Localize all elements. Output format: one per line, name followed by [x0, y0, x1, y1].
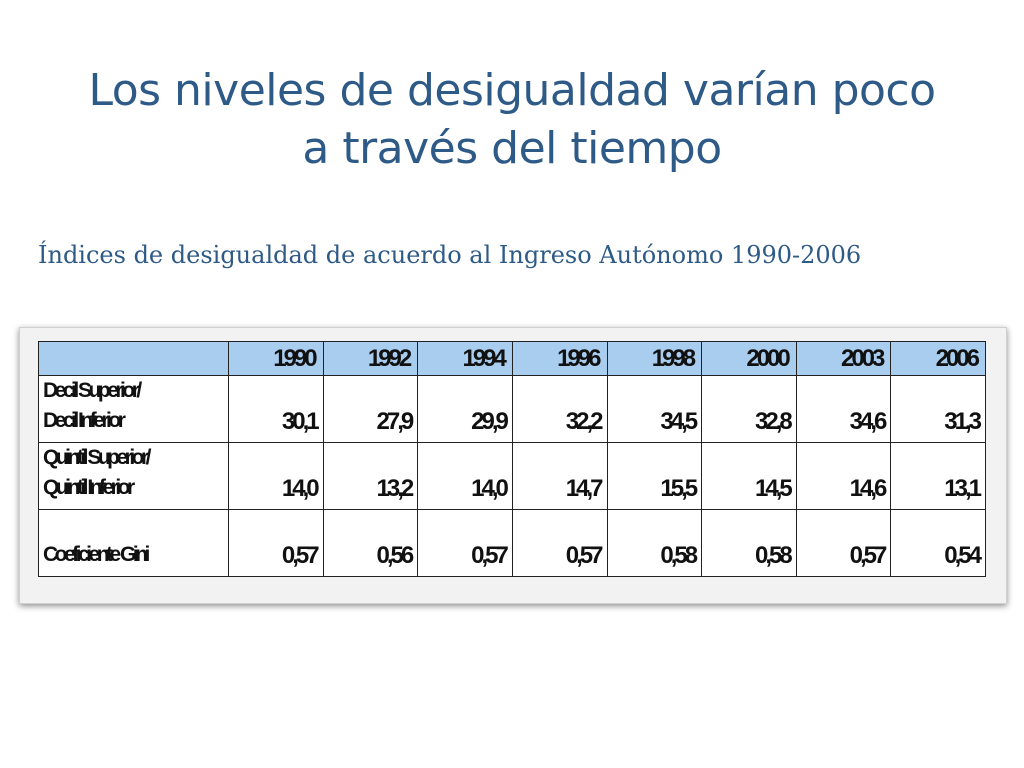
table-cell: 13,1 — [890, 442, 986, 510]
header-year-1992: 1992 — [322, 341, 419, 376]
table-cell: 15,5 — [606, 442, 703, 510]
row-label-quintil-line-2: Quintil Inferior — [43, 476, 135, 499]
slide-subtitle: Índices de desigualdad de acuerdo al Ing… — [38, 241, 862, 269]
slide-title: Los niveles de desigualdad varían poco a… — [0, 62, 1024, 178]
row-label-decil: Decil Superior/ Decil Inferior — [38, 375, 229, 443]
header-year-1994: 1994 — [417, 341, 513, 376]
table-cell: 14,0 — [228, 442, 324, 510]
table-cell: 29,9 — [417, 375, 513, 443]
slide-title-line-1: Los niveles de desigualdad varían poco — [88, 65, 936, 116]
table-row-gini: Coeficiente Gini 0,57 0,56 0,57 0,57 0,5… — [38, 509, 986, 577]
table-cell: 0,58 — [606, 509, 703, 577]
table-cell: 0,57 — [228, 509, 324, 577]
header-year-1998: 1998 — [606, 341, 703, 376]
table-cell: 32,2 — [511, 375, 608, 443]
row-label-gini: Coeficiente Gini — [38, 509, 229, 577]
table-cell: 0,57 — [417, 509, 513, 577]
table-cell: 0,54 — [890, 509, 986, 577]
slide-title-line-2: a través del tiempo — [302, 123, 722, 174]
table-row-decil: Decil Superior/ Decil Inferior 30,1 27,9… — [38, 375, 986, 443]
table-cell: 31,3 — [890, 375, 986, 443]
table-cell: 34,6 — [795, 375, 892, 443]
table-cell: 13,2 — [322, 442, 419, 510]
inequality-table: 1990 1992 1994 1996 1998 2000 2003 2006 … — [38, 341, 986, 577]
table-cell: 27,9 — [322, 375, 419, 443]
row-label-decil-line-1: Decil Superior/ — [43, 379, 142, 402]
header-year-2006: 2006 — [890, 341, 986, 376]
table-cell: 0,56 — [322, 509, 419, 577]
table-header-row: 1990 1992 1994 1996 1998 2000 2003 2006 — [38, 341, 986, 376]
row-label-gini-line-2: Coeficiente Gini — [43, 543, 150, 566]
table-cell: 32,8 — [701, 375, 797, 443]
table-cell: 34,5 — [606, 375, 703, 443]
table-cell: 30,1 — [228, 375, 324, 443]
row-label-quintil: Quintil Superior/ Quintil Inferior — [38, 442, 229, 510]
table-cell: 0,57 — [795, 509, 892, 577]
table-cell: 14,7 — [511, 442, 608, 510]
table-cell: 14,0 — [417, 442, 513, 510]
table-row-quintil: Quintil Superior/ Quintil Inferior 14,0 … — [38, 442, 986, 510]
table-image-frame: 1990 1992 1994 1996 1998 2000 2003 2006 … — [19, 327, 1007, 604]
table-cell: 14,5 — [701, 442, 797, 510]
header-year-2000: 2000 — [701, 341, 797, 376]
header-corner-cell — [38, 341, 229, 376]
header-year-2003: 2003 — [795, 341, 892, 376]
row-label-quintil-line-1: Quintil Superior/ — [43, 446, 152, 469]
header-year-1990: 1990 — [228, 341, 324, 376]
table-cell: 0,58 — [701, 509, 797, 577]
table-cell: 0,57 — [511, 509, 608, 577]
table-cell: 14,6 — [795, 442, 892, 510]
header-year-1996: 1996 — [511, 341, 608, 376]
row-label-decil-line-2: Decil Inferior — [43, 409, 126, 432]
